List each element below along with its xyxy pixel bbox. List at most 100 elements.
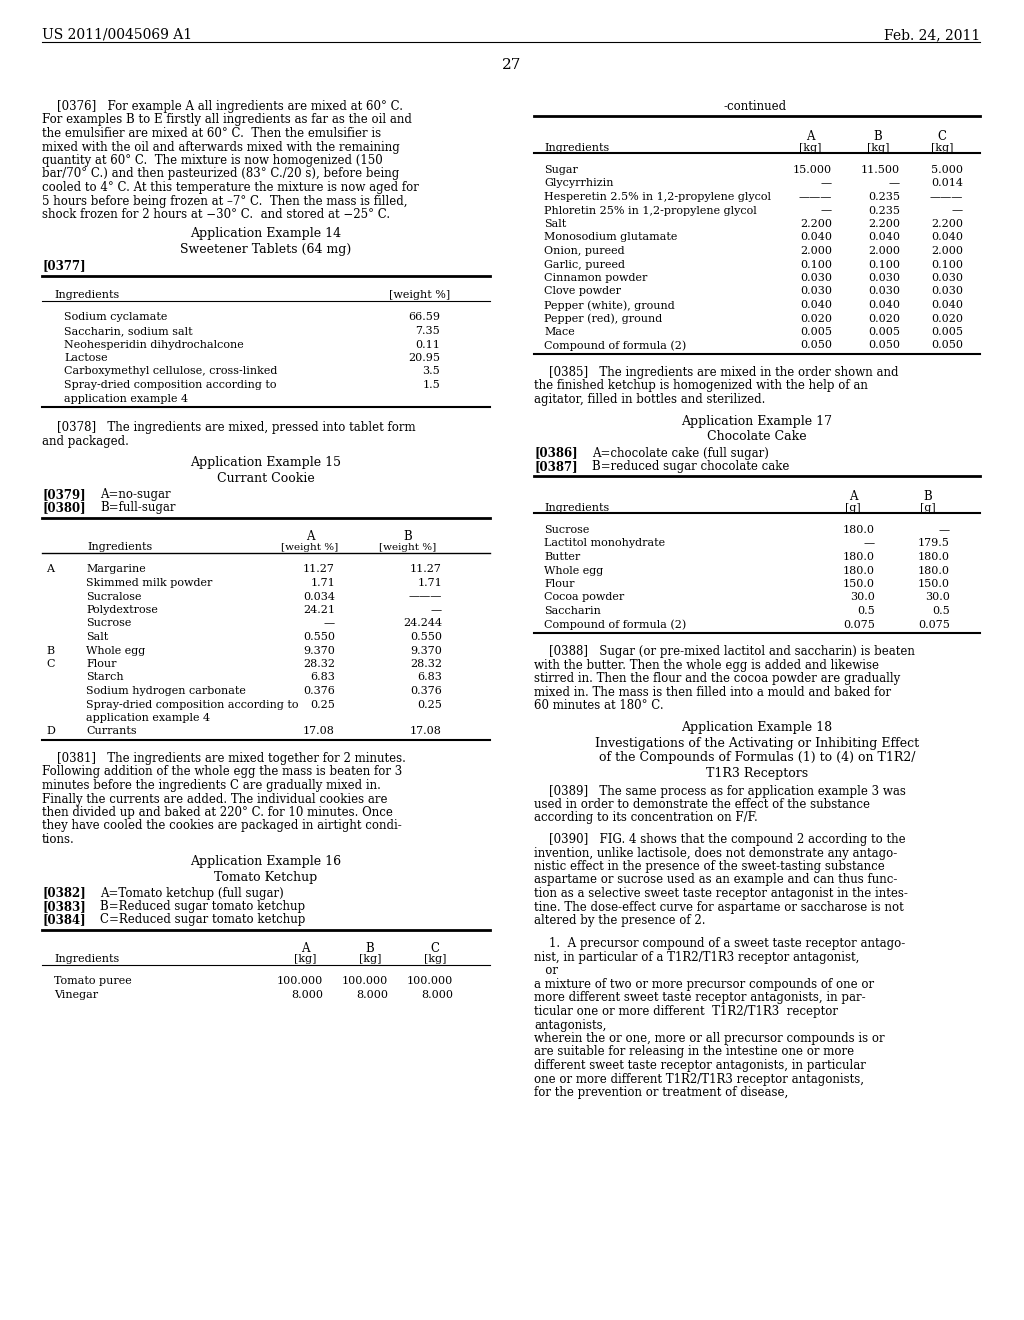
Text: [0382]: [0382] bbox=[42, 887, 86, 899]
Text: Application Example 15: Application Example 15 bbox=[190, 455, 341, 469]
Text: 5 hours before being frozen at –7° C.  Then the mass is filled,: 5 hours before being frozen at –7° C. Th… bbox=[42, 194, 408, 207]
Text: 0.050: 0.050 bbox=[868, 341, 900, 351]
Text: 0.030: 0.030 bbox=[931, 273, 963, 282]
Text: 0.25: 0.25 bbox=[310, 700, 335, 710]
Text: [0379]: [0379] bbox=[42, 488, 86, 502]
Text: [0383]: [0383] bbox=[42, 900, 86, 913]
Text: 27: 27 bbox=[503, 58, 521, 73]
Text: Spray-dried composition according to: Spray-dried composition according to bbox=[63, 380, 276, 389]
Text: 0.005: 0.005 bbox=[868, 327, 900, 337]
Text: Saccharin: Saccharin bbox=[544, 606, 601, 616]
Text: are suitable for releasing in the intestine one or more: are suitable for releasing in the intest… bbox=[534, 1045, 854, 1059]
Text: Ingredients: Ingredients bbox=[544, 143, 609, 153]
Text: with the butter. Then the whole egg is added and likewise: with the butter. Then the whole egg is a… bbox=[534, 659, 879, 672]
Text: A: A bbox=[806, 129, 814, 143]
Text: Tomato Ketchup: Tomato Ketchup bbox=[214, 870, 317, 883]
Text: Whole egg: Whole egg bbox=[544, 565, 603, 576]
Text: Vinegar: Vinegar bbox=[54, 990, 98, 1001]
Text: [kg]: [kg] bbox=[931, 143, 953, 153]
Text: Compound of formula (2): Compound of formula (2) bbox=[544, 619, 686, 630]
Text: 0.235: 0.235 bbox=[868, 191, 900, 202]
Text: or: or bbox=[534, 965, 558, 978]
Text: 3.5: 3.5 bbox=[422, 367, 440, 376]
Text: 15.000: 15.000 bbox=[793, 165, 831, 176]
Text: 30.0: 30.0 bbox=[925, 593, 950, 602]
Text: 24.21: 24.21 bbox=[303, 605, 335, 615]
Text: 100.000: 100.000 bbox=[342, 977, 388, 986]
Text: Starch: Starch bbox=[86, 672, 124, 682]
Text: 0.030: 0.030 bbox=[931, 286, 963, 297]
Text: 6.83: 6.83 bbox=[417, 672, 442, 682]
Text: [g]: [g] bbox=[921, 503, 936, 513]
Text: 0.014: 0.014 bbox=[931, 178, 963, 189]
Text: Currants: Currants bbox=[86, 726, 136, 737]
Text: [kg]: [kg] bbox=[294, 954, 316, 965]
Text: 20.95: 20.95 bbox=[408, 352, 440, 363]
Text: different sweet taste receptor antagonists, in particular: different sweet taste receptor antagonis… bbox=[534, 1059, 866, 1072]
Text: A: A bbox=[46, 565, 54, 574]
Text: Garlic, pureed: Garlic, pureed bbox=[544, 260, 625, 269]
Text: 0.550: 0.550 bbox=[410, 632, 442, 642]
Text: 0.100: 0.100 bbox=[868, 260, 900, 269]
Text: [0377]: [0377] bbox=[42, 260, 86, 272]
Text: 0.100: 0.100 bbox=[800, 260, 831, 269]
Text: mixed in. The mass is then filled into a mould and baked for: mixed in. The mass is then filled into a… bbox=[534, 685, 891, 698]
Text: Cinnamon powder: Cinnamon powder bbox=[544, 273, 647, 282]
Text: C: C bbox=[938, 129, 946, 143]
Text: —: — bbox=[324, 619, 335, 628]
Text: 9.370: 9.370 bbox=[411, 645, 442, 656]
Text: according to its concentration on F/F.: according to its concentration on F/F. bbox=[534, 812, 758, 825]
Text: [kg]: [kg] bbox=[424, 954, 446, 965]
Text: Lactitol monohydrate: Lactitol monohydrate bbox=[544, 539, 666, 549]
Text: 0.050: 0.050 bbox=[931, 341, 963, 351]
Text: 0.040: 0.040 bbox=[931, 232, 963, 243]
Text: Chocolate Cake: Chocolate Cake bbox=[708, 430, 807, 444]
Text: 28.32: 28.32 bbox=[303, 659, 335, 669]
Text: 0.040: 0.040 bbox=[931, 300, 963, 310]
Text: 30.0: 30.0 bbox=[850, 593, 874, 602]
Text: D: D bbox=[46, 726, 55, 737]
Text: tions.: tions. bbox=[42, 833, 75, 846]
Text: [weight %]: [weight %] bbox=[379, 543, 436, 552]
Text: Monosodium glutamate: Monosodium glutamate bbox=[544, 232, 677, 243]
Text: 11.27: 11.27 bbox=[303, 565, 335, 574]
Text: Lactose: Lactose bbox=[63, 352, 108, 363]
Text: mixed with the oil and afterwards mixed with the remaining: mixed with the oil and afterwards mixed … bbox=[42, 140, 399, 153]
Text: Feb. 24, 2011: Feb. 24, 2011 bbox=[884, 28, 980, 42]
Text: 0.25: 0.25 bbox=[417, 700, 442, 710]
Text: 0.5: 0.5 bbox=[932, 606, 950, 616]
Text: tion as a selective sweet taste receptor antagonist in the intes-: tion as a selective sweet taste receptor… bbox=[534, 887, 908, 900]
Text: 0.030: 0.030 bbox=[868, 286, 900, 297]
Text: —: — bbox=[821, 206, 831, 215]
Text: bar/70° C.) and then pasteurized (83° C./20 s), before being: bar/70° C.) and then pasteurized (83° C.… bbox=[42, 168, 399, 181]
Text: application example 4: application example 4 bbox=[86, 713, 210, 723]
Text: B: B bbox=[403, 529, 413, 543]
Text: ———: ——— bbox=[799, 191, 831, 202]
Text: US 2011/0045069 A1: US 2011/0045069 A1 bbox=[42, 28, 193, 42]
Text: -continued: -continued bbox=[723, 100, 786, 114]
Text: more different sweet taste receptor antagonists, in par-: more different sweet taste receptor anta… bbox=[534, 991, 865, 1005]
Text: nist, in particular of a T1R2/T1R3 receptor antagonist,: nist, in particular of a T1R2/T1R3 recep… bbox=[534, 950, 859, 964]
Text: 179.5: 179.5 bbox=[919, 539, 950, 549]
Text: [g]: [g] bbox=[845, 503, 861, 513]
Text: 8.000: 8.000 bbox=[421, 990, 453, 1001]
Text: Currant Cookie: Currant Cookie bbox=[217, 473, 314, 484]
Text: Skimmed milk powder: Skimmed milk powder bbox=[86, 578, 212, 587]
Text: Application Example 17: Application Example 17 bbox=[682, 414, 833, 428]
Text: 0.020: 0.020 bbox=[931, 314, 963, 323]
Text: Tomato puree: Tomato puree bbox=[54, 977, 132, 986]
Text: Application Example 18: Application Example 18 bbox=[681, 721, 833, 734]
Text: —: — bbox=[939, 525, 950, 535]
Text: cooled to 4° C. At this temperature the mixture is now aged for: cooled to 4° C. At this temperature the … bbox=[42, 181, 419, 194]
Text: Glycyrrhizin: Glycyrrhizin bbox=[544, 178, 613, 189]
Text: 150.0: 150.0 bbox=[918, 579, 950, 589]
Text: Ingredients: Ingredients bbox=[54, 954, 119, 965]
Text: then divided up and baked at 220° C. for 10 minutes. Once: then divided up and baked at 220° C. for… bbox=[42, 807, 393, 818]
Text: they have cooled the cookies are packaged in airtight condi-: they have cooled the cookies are package… bbox=[42, 820, 401, 833]
Text: Application Example 14: Application Example 14 bbox=[190, 227, 342, 240]
Text: A: A bbox=[306, 529, 314, 543]
Text: [0376]   For example A all ingredients are mixed at 60° C.: [0376] For example A all ingredients are… bbox=[42, 100, 403, 114]
Text: 0.030: 0.030 bbox=[868, 273, 900, 282]
Text: agitator, filled in bottles and sterilized.: agitator, filled in bottles and steriliz… bbox=[534, 393, 765, 407]
Text: nistic effect in the presence of the sweet-tasting substance: nistic effect in the presence of the swe… bbox=[534, 861, 885, 873]
